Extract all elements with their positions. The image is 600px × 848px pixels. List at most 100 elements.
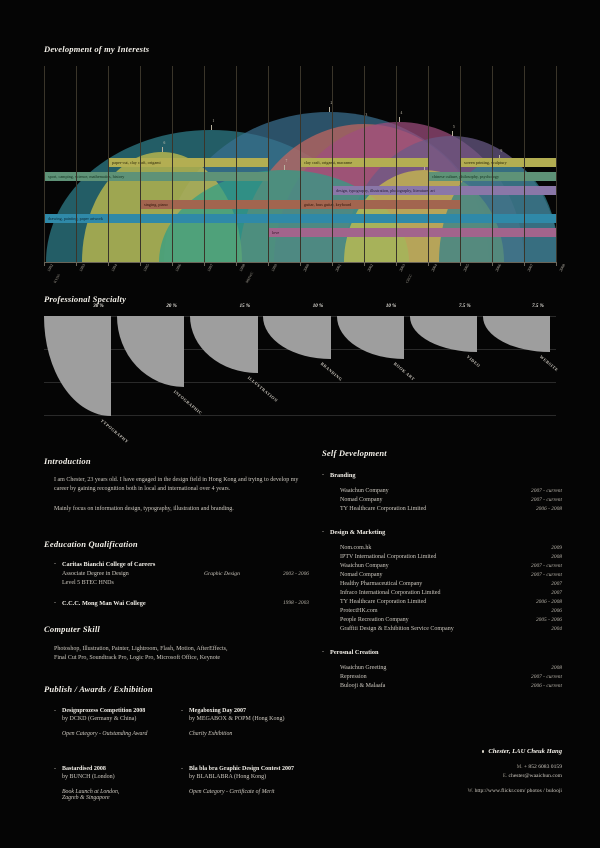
gridline (140, 66, 141, 262)
award-name: Megaboxing Day 2007 (189, 708, 246, 714)
education-dates: 1998 - 2003 (282, 600, 309, 606)
self-development-org: TY Healthcare Corporation Limited (340, 506, 427, 512)
year-label: 1996 (174, 262, 183, 273)
specialty-percent-label: 15 % (239, 304, 250, 309)
self-development-org: Waaichun Greeting (340, 665, 387, 671)
dome-number: 7 (285, 159, 288, 163)
self-development-dates: 2006 - current (531, 683, 562, 689)
contact-email-value[interactable]: chester@waaichun.com (508, 773, 562, 779)
contact-name-text: Chester, LAU Cheuk Hang (488, 748, 562, 755)
education-school: Caritas Bianchi College of Careers (62, 561, 156, 568)
dome-number: 4 (400, 111, 403, 115)
year-label: 1999 (270, 262, 279, 273)
self-development-org: People Recreation Company (340, 617, 409, 623)
axis-tick (428, 262, 429, 266)
self-development-org: Nom.com.hk (340, 545, 372, 551)
specialty-wedge (336, 316, 404, 359)
publish-awards-title: Publish / Awards / Exhibition (44, 684, 153, 694)
axis-tick (492, 262, 493, 266)
axis-tick (236, 262, 237, 266)
self-development-entry: Nom.com.hk 2009 (340, 544, 562, 553)
axis-tick (44, 262, 45, 266)
self-development-dates: 2007 - current (531, 674, 562, 680)
contact-mobile: M. + 852 6083 0159 (468, 764, 562, 770)
self-development-entry: TY Healthcare Corporation Limited 2006 - … (340, 505, 562, 514)
self-development-entry: Bulooji & Malaafa 2006 - current (340, 682, 562, 691)
year-label: 1998 (238, 262, 247, 273)
specialty-wedge (263, 316, 331, 359)
contact-web-key: W. (467, 789, 474, 794)
self-development-entry: TY Healthcare Corporation Limited 2006 - … (340, 598, 562, 607)
year-label: 2001 (334, 262, 343, 273)
self-development-dates: 2007 (551, 581, 562, 587)
axis-tick (172, 262, 173, 266)
axis-tick (332, 262, 333, 266)
year-annotation: MMWC (245, 271, 255, 284)
interest-bar: design, typography, illustration, photog… (332, 186, 556, 195)
award-by: by DCKD (Germany & China) (62, 716, 137, 722)
interests-chart: Development of my Interests 123456789 pa… (44, 44, 566, 294)
specialty-percent-label: 7.5 % (532, 304, 544, 309)
specialty-chart-title: Professional Specialty (44, 294, 127, 304)
year-label: 1997 (206, 262, 215, 273)
axis-tick (364, 262, 365, 266)
dome-number: 1 (212, 119, 215, 123)
self-development-group-name: Perosnal Creation (330, 649, 379, 656)
self-development-entry: Nomad Company 2007 - current (340, 496, 562, 505)
contact-web-value[interactable]: http://www.flickr.com/ photos / bulooji (474, 788, 562, 794)
gridline (556, 66, 557, 262)
self-development-entry: Waaichun Greeting 2008 (340, 664, 562, 673)
education-degree: Associate Degree in Design (62, 571, 129, 577)
gridline (236, 66, 237, 262)
axis-tick (396, 262, 397, 266)
gridline (428, 66, 429, 262)
introduction-section: Introduction I am Chester, 23 years old.… (44, 456, 309, 514)
specialty-label: TYPOGRAPHY (100, 418, 130, 445)
contact-web[interactable]: W. http://www.flickr.com/ photos / buloo… (468, 788, 562, 794)
self-development-dates: 2007 - current (531, 572, 562, 578)
self-development-org: Infraco International Corporation Limite… (340, 590, 441, 596)
award-by: by BUNCH (London) (62, 774, 115, 780)
education-dates: 2003 - 2006 (282, 571, 309, 577)
year-label: 1995 (142, 262, 151, 273)
self-development-group: Design & Marketing Nom.com.hk 2009 IPTV Int… (322, 528, 562, 634)
interest-bar: love (268, 228, 556, 237)
specialty-label: ILLUSTRATION (246, 375, 279, 404)
award-item: Bla bla bra Graphic Design Contest 2007 b… (181, 765, 309, 795)
contact-mobile-key: M. (516, 765, 523, 770)
contact-email[interactable]: E. chester@waaichun.com (468, 773, 562, 779)
interest-bar: paper-cut, clay craft, origami (108, 158, 268, 167)
dome-tick-icon (399, 117, 400, 122)
self-development-org: Graffiti Design & Exhibition Service Com… (340, 626, 454, 632)
education-item: C.C.C. Mong Man Wai College 1998 - 2003 (54, 599, 309, 609)
specialty-percent-label: 10 % (312, 304, 324, 309)
education-section: Eeducation Qualification Caritas Bianchi… (44, 539, 309, 620)
introduction-paragraph-2: Mainly focus on information design, typo… (54, 505, 234, 512)
gridline (300, 66, 301, 262)
gridline (492, 66, 493, 262)
gridline (172, 66, 173, 262)
self-development-entry: Graffiti Design & Exhibition Service Com… (340, 625, 562, 634)
education-title: Eeducation Qualification (44, 539, 138, 549)
introduction-paragraph-1: I am Chester, 23 years old. I have engag… (54, 477, 299, 493)
year-label: 2005 (462, 262, 471, 273)
interest-bar: singing, piano (140, 200, 300, 209)
self-development-org: Waaichun Company (340, 488, 389, 494)
self-development-dates: 2004 (551, 626, 562, 632)
year-label: 2004 (430, 262, 439, 273)
dome-number: 6 (163, 141, 166, 145)
dome-tick-icon (451, 131, 453, 136)
self-development-dates: 2008 (551, 665, 562, 671)
specialty-label: VIDEO (465, 353, 482, 368)
year-label: 1994 (110, 262, 119, 273)
gridline (364, 66, 365, 262)
award-item: Megaboxing Day 2007 by MEGABOX & POPM (Ho… (181, 707, 309, 737)
dome-number: 2 (331, 101, 333, 105)
self-development-entry: Healthy Pharmaceutical Company 2007 (340, 580, 562, 589)
self-development-dates: 2008 (551, 554, 562, 560)
dome-tick-icon (162, 147, 163, 152)
award-note: Open Category - Outstanding Award (62, 731, 148, 737)
